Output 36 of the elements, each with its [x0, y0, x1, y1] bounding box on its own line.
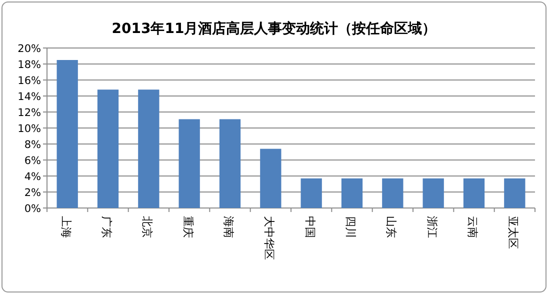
bar	[463, 178, 485, 208]
bar	[178, 119, 200, 208]
bar	[260, 148, 282, 208]
x-tick-label: 亚太区	[506, 216, 520, 249]
bar	[422, 178, 444, 208]
x-tick-label: 重庆	[181, 216, 194, 238]
x-tick-label: 上海	[59, 216, 72, 238]
y-tick-label: 14%	[18, 91, 42, 103]
y-tick-label: 12%	[18, 107, 42, 119]
x-tick-label: 广东	[100, 216, 113, 238]
bar	[341, 178, 363, 208]
x-tick-label: 浙江	[425, 216, 438, 238]
x-tick-label: 四川	[344, 216, 357, 238]
y-tick-label: 0%	[24, 203, 42, 215]
x-tick-label: 北京	[140, 216, 154, 238]
bar	[300, 178, 322, 208]
bar	[97, 90, 119, 208]
y-tick-label: 6%	[24, 155, 42, 167]
bar	[138, 90, 160, 208]
y-tick-label: 16%	[18, 75, 42, 87]
x-tick-label: 山东	[384, 216, 398, 238]
y-tick-label: 20%	[18, 43, 42, 55]
y-tick-label: 4%	[24, 171, 42, 183]
x-tick-label: 海南	[222, 216, 235, 238]
y-tick-label: 18%	[18, 59, 42, 71]
bar	[56, 60, 78, 208]
x-tick-label: 大中华区	[262, 216, 276, 260]
chart-title: 2013年11月酒店高层人事变动统计（按任命区域）	[112, 20, 436, 37]
bar	[504, 178, 526, 208]
y-tick-label: 10%	[18, 123, 42, 135]
y-tick-label: 8%	[24, 139, 42, 151]
bar	[382, 178, 404, 208]
bar	[219, 119, 241, 208]
y-tick-label: 2%	[24, 187, 42, 199]
x-tick-label: 云南	[466, 216, 479, 238]
x-tick-label: 中国	[303, 216, 316, 238]
